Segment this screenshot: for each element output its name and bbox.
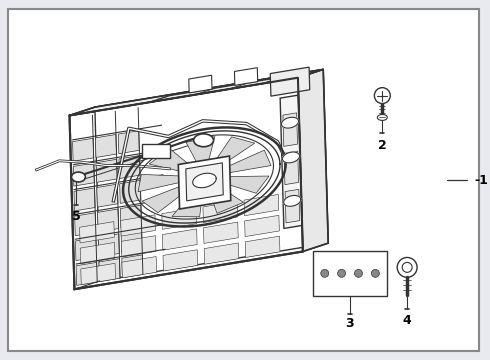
Polygon shape [234,68,258,85]
Polygon shape [120,180,141,203]
Polygon shape [282,152,299,163]
Polygon shape [162,208,196,229]
Polygon shape [244,194,279,216]
Polygon shape [149,149,196,174]
Polygon shape [163,250,197,271]
Polygon shape [95,69,328,281]
Polygon shape [118,131,139,154]
Polygon shape [79,222,114,243]
Polygon shape [97,184,118,207]
Polygon shape [80,243,115,264]
Polygon shape [203,222,238,243]
Polygon shape [193,173,216,188]
Polygon shape [280,95,302,229]
Polygon shape [189,75,212,93]
Polygon shape [81,263,116,285]
Polygon shape [70,69,323,116]
Circle shape [371,269,379,277]
Polygon shape [270,67,310,96]
Polygon shape [138,174,190,192]
Polygon shape [74,163,95,186]
Circle shape [374,87,390,104]
Polygon shape [121,230,142,253]
Polygon shape [96,159,117,182]
Polygon shape [186,163,223,201]
Polygon shape [284,195,301,206]
Circle shape [321,269,329,277]
Polygon shape [122,236,156,257]
Polygon shape [73,138,94,161]
Polygon shape [70,78,303,289]
Polygon shape [218,150,271,174]
Polygon shape [121,205,142,228]
Polygon shape [203,201,238,222]
Polygon shape [75,238,97,261]
Text: 4: 4 [403,314,412,327]
Circle shape [355,269,363,277]
Polygon shape [245,236,280,257]
Polygon shape [216,176,269,193]
Polygon shape [298,69,328,252]
Text: 3: 3 [345,318,354,330]
Polygon shape [186,136,215,169]
Polygon shape [96,135,117,157]
Polygon shape [122,257,157,278]
Ellipse shape [72,172,85,182]
Polygon shape [284,151,298,185]
Ellipse shape [194,134,214,147]
Polygon shape [283,113,297,147]
Text: 5: 5 [72,210,81,223]
Polygon shape [99,258,120,282]
Polygon shape [204,243,239,264]
Bar [142,144,170,158]
Polygon shape [211,137,255,170]
Polygon shape [178,156,231,209]
Circle shape [397,257,417,277]
Ellipse shape [377,114,387,120]
Polygon shape [172,186,203,217]
Polygon shape [122,255,143,278]
Text: 2: 2 [378,139,387,152]
Polygon shape [285,189,300,223]
Circle shape [338,269,345,277]
Polygon shape [162,229,197,250]
Polygon shape [98,234,120,257]
Polygon shape [245,215,279,237]
Polygon shape [142,183,194,213]
Polygon shape [281,117,298,128]
Bar [313,252,387,296]
Polygon shape [207,183,244,213]
Polygon shape [74,188,95,211]
Polygon shape [76,262,97,285]
Polygon shape [121,215,155,236]
Polygon shape [149,77,284,102]
Text: -1: -1 [475,174,489,186]
Polygon shape [74,213,96,236]
Polygon shape [98,209,119,232]
Polygon shape [119,156,140,179]
